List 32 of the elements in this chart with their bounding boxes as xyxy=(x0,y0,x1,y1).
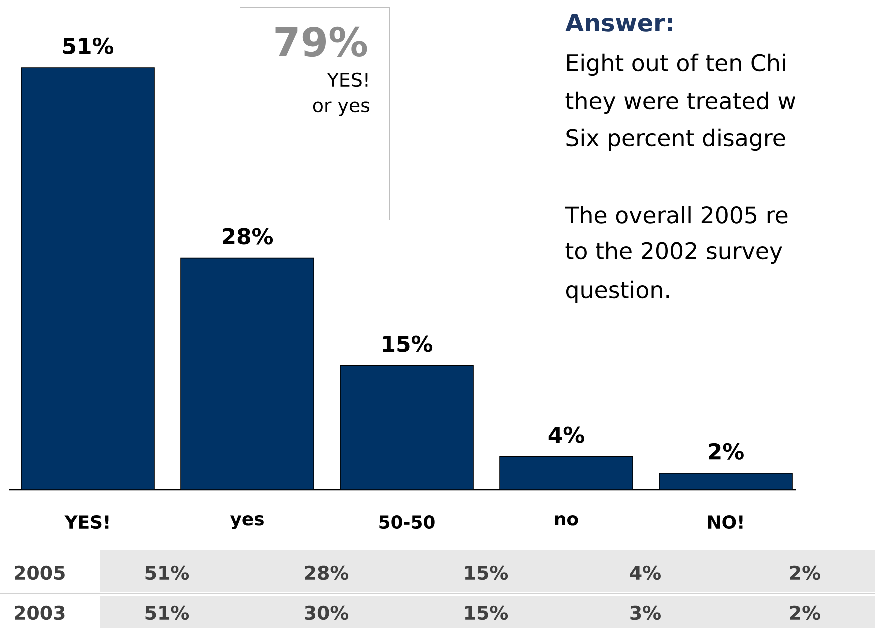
text: 51% xyxy=(146,566,190,580)
data-label: 4% xyxy=(548,426,584,444)
text: 2% xyxy=(790,566,820,580)
text: 30% xyxy=(305,606,349,620)
x-tick-label: yes xyxy=(230,516,264,530)
annotation: to the 2002 survey xyxy=(566,242,782,264)
annotation: question. xyxy=(566,280,670,304)
text: 15% xyxy=(465,566,508,580)
text: 79% xyxy=(276,26,368,58)
annotation: YES! xyxy=(327,72,368,88)
text: 2003 xyxy=(15,606,65,620)
x-tick-label: NO! xyxy=(708,516,743,530)
data-label: 15% xyxy=(383,336,433,352)
text: 2% xyxy=(790,606,820,620)
data-label: 51% xyxy=(63,38,114,54)
text: 51% xyxy=(146,606,190,620)
annotation: or yes xyxy=(313,102,370,116)
annotation: they were treated w xyxy=(566,92,796,114)
text: 28% xyxy=(305,566,349,580)
text: 4% xyxy=(630,566,661,580)
text: 15% xyxy=(465,606,508,620)
x-tick-label: 50-50 xyxy=(380,516,435,530)
text: 3% xyxy=(630,606,661,620)
data-label: 28% xyxy=(223,228,274,245)
annotation: The overall 2005 re xyxy=(565,206,788,224)
annotation: Eight out of ten Chi xyxy=(567,54,786,76)
text: Answer: xyxy=(566,14,672,32)
x-tick-label: YES! xyxy=(64,516,109,530)
annotation: Six percent disagre xyxy=(566,128,786,152)
data-label: 2% xyxy=(709,443,744,460)
x-tick-label: no xyxy=(555,516,578,526)
text: 2005 xyxy=(15,566,65,580)
